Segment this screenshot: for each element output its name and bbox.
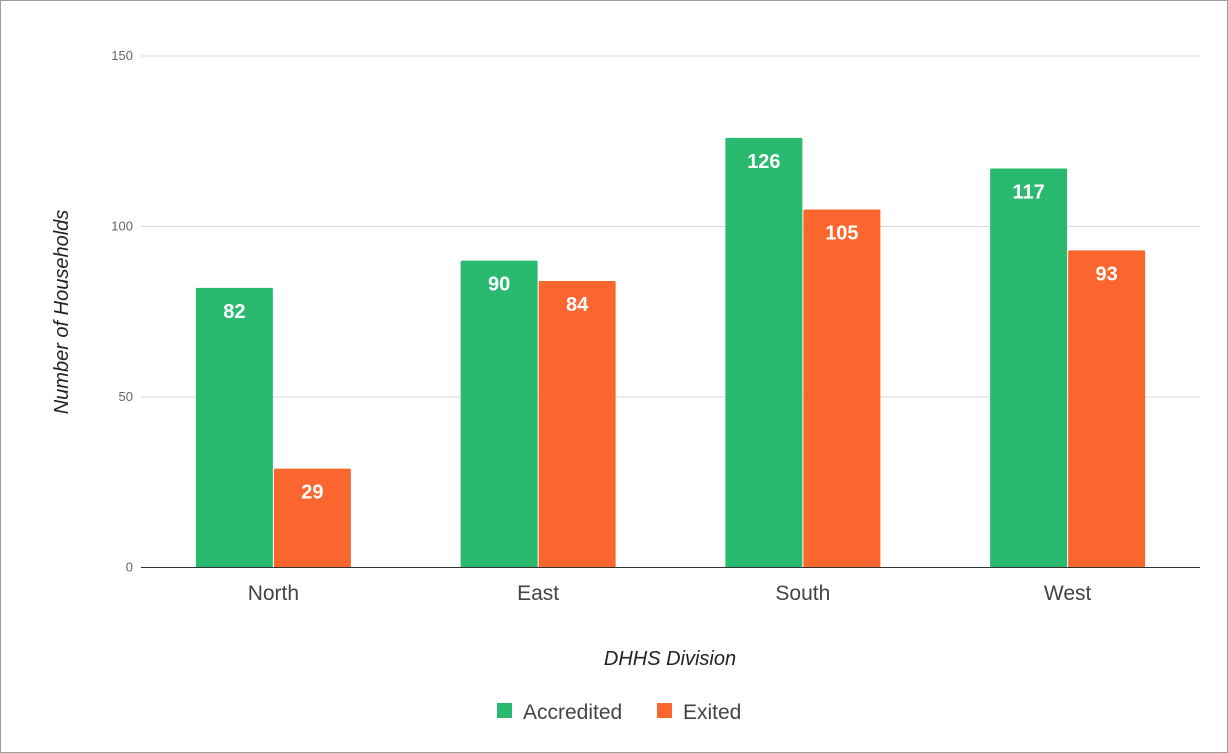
bar-exited-west (1068, 250, 1146, 568)
category-label: North (248, 582, 299, 605)
legend-swatch-accredited (497, 703, 512, 718)
bar-exited-south (803, 209, 881, 568)
data-label: 126 (747, 151, 780, 173)
legend-label: Exited (683, 701, 741, 724)
legend-swatch-exited (657, 703, 672, 718)
data-label: 117 (1012, 182, 1044, 204)
category-label: West (1044, 582, 1092, 605)
bar-exited-north (273, 468, 351, 568)
category-label: South (775, 582, 830, 605)
y-axis-title: Number of Households (51, 210, 73, 415)
y-tick-label: 0 (126, 560, 133, 575)
bars: 82 29 90 84 126 105 117 93 (195, 137, 1146, 568)
bar-accredited-west (990, 168, 1068, 568)
category-label: East (517, 582, 559, 605)
data-label: 29 (301, 482, 323, 504)
data-label: 90 (488, 274, 510, 296)
data-label: 105 (825, 222, 858, 244)
y-tick-label: 150 (111, 48, 133, 63)
y-tick-label: 100 (111, 219, 133, 234)
y-tick-labels: 0 50 100 150 (111, 48, 133, 575)
data-label: 84 (566, 294, 589, 316)
y-tick-label: 50 (119, 389, 133, 404)
legend: Accredited Exited (497, 701, 741, 724)
bar-exited-east (538, 281, 616, 568)
bar-accredited-north (195, 287, 273, 568)
legend-label: Accredited (523, 701, 622, 724)
data-label: 93 (1096, 263, 1118, 285)
bar-accredited-east (460, 260, 538, 568)
x-axis-title: DHHS Division (604, 648, 736, 670)
bar-accredited-south (725, 137, 803, 568)
data-label: 82 (223, 301, 245, 323)
category-labels: North East South West (248, 582, 1092, 605)
